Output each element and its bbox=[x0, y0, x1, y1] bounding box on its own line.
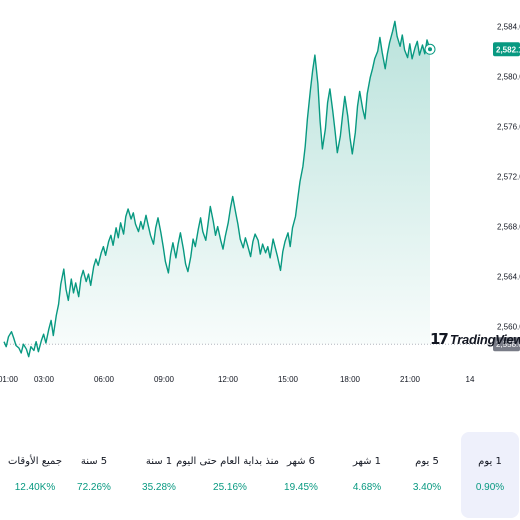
period-label: 1 يوم bbox=[478, 456, 502, 467]
period-change-value: 19.45% bbox=[284, 482, 318, 493]
period-change-value: 12.40K% bbox=[14, 482, 56, 493]
tradingview-logo[interactable]: 17 TradingView bbox=[430, 329, 520, 349]
y-tick-label: 2,576.00 bbox=[497, 122, 520, 131]
period-label: 5 يوم bbox=[415, 456, 439, 467]
tradingview-logo-mark: 17 bbox=[430, 330, 449, 348]
period-button[interactable]: 5 يوم 3.40% bbox=[398, 432, 456, 518]
base-price-tag bbox=[493, 337, 520, 352]
x-tick-label: 21:00 bbox=[400, 375, 421, 384]
period-label: 1 سنة bbox=[145, 456, 173, 467]
period-change-value: 35.28% bbox=[142, 482, 176, 493]
y-tick-label: 2,564.00 bbox=[497, 273, 520, 282]
period-change-value: 4.68% bbox=[352, 482, 382, 493]
period-change-value: 0.90% bbox=[475, 482, 505, 493]
period-button[interactable]: 5 سنة 72.26% bbox=[65, 432, 123, 518]
period-label: 1 شهر bbox=[352, 456, 382, 467]
y-tick-label: 2,580.00 bbox=[497, 72, 520, 81]
period-button[interactable]: 1 يوم 0.90% bbox=[461, 432, 519, 518]
period-button[interactable]: 1 شهر 4.68% bbox=[338, 432, 396, 518]
period-button[interactable]: منذ بداية العام حتى اليوم 25.16% bbox=[176, 432, 279, 518]
tradingview-logo-text: TradingView bbox=[449, 331, 520, 347]
x-tick-label: 12:00 bbox=[218, 375, 239, 384]
period-button[interactable]: 6 شهر 19.45% bbox=[272, 432, 330, 518]
x-tick-label: 03:00 bbox=[34, 375, 55, 384]
y-tick-label: 2,560.00 bbox=[497, 323, 520, 332]
x-tick-label: 06:00 bbox=[94, 375, 115, 384]
y-tick-label: 2,584.00 bbox=[497, 22, 520, 31]
last-price-tag bbox=[493, 42, 520, 57]
period-change-value: 3.40% bbox=[412, 482, 442, 493]
period-button[interactable]: 1 سنة 35.28% bbox=[130, 432, 188, 518]
y-tick-label: 2,568.00 bbox=[497, 223, 520, 232]
x-tick-label: 18:00 bbox=[340, 375, 361, 384]
price-chart-svg: 2,584.00 2,580.00 2,576.00 2,572.00 2,568.00… bbox=[0, 20, 520, 384]
last-price-label: 2,582.16 bbox=[496, 45, 520, 54]
price-area-fill bbox=[4, 21, 430, 357]
x-tick-label: 15:00 bbox=[278, 375, 299, 384]
x-tick-label: 14 bbox=[466, 375, 475, 384]
period-label: جميع الأوقات bbox=[7, 456, 63, 467]
price-chart[interactable]: 2,584.00 2,580.00 2,576.00 2,572.00 2,568.00… bbox=[0, 0, 520, 395]
x-tick-label: 09:00 bbox=[154, 375, 175, 384]
period-label: منذ بداية العام حتى اليوم bbox=[176, 456, 279, 467]
last-price-dot bbox=[428, 47, 432, 52]
price-series-line bbox=[3, 20, 431, 358]
period-change-value: 25.16% bbox=[213, 482, 247, 493]
period-label: 5 سنة bbox=[80, 456, 108, 467]
period-change-value: 72.26% bbox=[77, 482, 111, 493]
period-label: 6 شهر bbox=[286, 456, 316, 467]
base-price-label: 2,558.60 bbox=[496, 340, 520, 349]
y-tick-label: 2,572.00 bbox=[497, 172, 520, 181]
x-tick-label: 01:00 bbox=[0, 375, 19, 384]
period-selector: 1 يوم 0.90% 5 يوم 3.40% 1 شهر 4.68% 6 شهر 19.45… bbox=[0, 432, 520, 518]
period-button[interactable]: جميع الأوقات 12.40K% bbox=[6, 432, 64, 518]
